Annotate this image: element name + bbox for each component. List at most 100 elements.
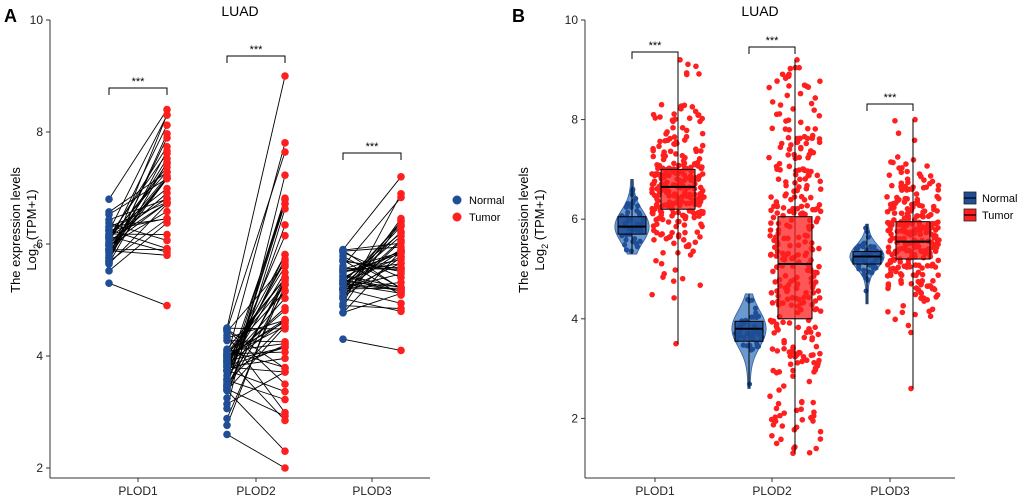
panel-a-normal-point: [105, 254, 113, 262]
panel-b-tumor-point: [770, 269, 776, 275]
panel-a-legend-key: [453, 213, 462, 222]
panel-b-normal-point: [863, 225, 868, 230]
panel-b-title: LUAD: [741, 3, 778, 19]
panel-b-tumor-point: [896, 130, 902, 136]
panel-b-tumor-point: [771, 215, 777, 221]
panel-a-tumor-point: [163, 208, 171, 216]
panel-b-tumor-point: [681, 237, 687, 243]
panel-b-tumor-point: [682, 155, 688, 161]
panel-b-tumor-point: [812, 95, 818, 101]
panel-a-pair-line: [227, 434, 285, 468]
panel-a-tumor-point: [281, 380, 289, 388]
panel-b-tumor-point: [817, 179, 823, 185]
panel-b-normal-point: [624, 247, 629, 252]
panel-b-tumor-point: [770, 99, 776, 105]
panel-a-tumor-point: [281, 277, 289, 285]
panel-b-tumor-point: [809, 101, 815, 107]
panel-a-tumor-point: [281, 258, 289, 266]
panel-a-tumor-point: [163, 168, 171, 176]
panel-b-sig-label: ***: [884, 92, 898, 104]
panel-b-tumor-point: [914, 191, 920, 197]
panel-a-x-tick-label: PLOD2: [236, 484, 276, 498]
panel-a-legend-label: Tumor: [469, 212, 501, 224]
panel-a-normal-point: [105, 223, 113, 231]
panel-b-tumor-point: [659, 261, 665, 267]
panel-a-tumor-point: [281, 288, 289, 296]
panel-a-tumor-point: [281, 323, 289, 331]
panel-b-tumor-point: [887, 172, 893, 178]
panel-b-tumor-point: [919, 278, 925, 284]
panel-a-sig-label: ***: [250, 44, 264, 56]
panel-b-normal-point: [868, 245, 873, 250]
panel-b-tumor-point: [667, 136, 673, 142]
panel-b-tumor-point: [784, 93, 790, 99]
panel-b-tumor-point: [781, 410, 787, 416]
panel-b-y-tick-label: 2: [571, 411, 578, 425]
panel-b-tumor-point: [670, 125, 676, 131]
panel-b-normal-point: [864, 288, 869, 293]
panel-a-letter: A: [4, 6, 17, 26]
panel-a-tumor-point: [281, 251, 289, 259]
panel-b-tumor-point: [928, 314, 934, 320]
panel-a-normal-point: [339, 293, 347, 301]
panel-a-normal-point: [105, 242, 113, 250]
panel-b-normal-point: [630, 187, 635, 192]
panel-b-tumor-point: [810, 418, 816, 424]
panel-a-normal-point: [105, 195, 113, 203]
panel-b-tumor-point: [785, 73, 791, 79]
panel-a-tumor-point: [397, 347, 405, 355]
panel-b-sig-label: ***: [649, 40, 663, 52]
panel-b-plot: 246810***PLOD1***PLOD2***PLOD3NormalTumo…: [565, 13, 1018, 498]
panel-a-sig-label: ***: [366, 141, 380, 153]
panel-b-tumor-point: [806, 84, 812, 90]
panel-b-tumor-point: [798, 406, 804, 412]
panel-b-tumor-point: [898, 280, 904, 286]
panel-b-tumor-point: [905, 176, 911, 182]
panel-b-tumor-point: [797, 177, 803, 183]
panel-b-tumor-point: [786, 127, 792, 133]
panel-b-tumor-point: [798, 91, 804, 97]
panel-b-tumor-point: [670, 119, 676, 125]
panel-a-tumor-point: [397, 173, 405, 181]
panel-b-tumor-point: [902, 196, 908, 202]
panel-b-tumor-point: [777, 111, 783, 117]
panel-b-tumor-point: [807, 450, 813, 456]
panel-b-tumor-point: [816, 264, 822, 270]
panel-b-tumor-point: [802, 134, 808, 140]
panel-b-tumor-point: [893, 200, 899, 206]
panel-b-tumor-point: [918, 290, 924, 296]
panel-b-tumor-point: [700, 143, 706, 149]
panel-b-tumor-point: [916, 270, 922, 276]
panel-b-tumor-point: [808, 195, 814, 201]
panel-b-tumor-point: [885, 220, 891, 226]
panel-a-tumor-point: [397, 307, 405, 315]
panel-b-tumor-point: [676, 219, 682, 225]
panel-b-tumor-point: [892, 210, 898, 216]
panel-b-tumor-point: [697, 234, 703, 240]
panel-b-tumor-point: [769, 319, 775, 325]
panel-b-tumor-point: [816, 246, 822, 252]
panel-b-tumor-point: [693, 63, 699, 69]
panel-a-tumor-point: [281, 409, 289, 417]
panel-a-tumor-point: [397, 232, 405, 240]
panel-b-tumor-point: [778, 437, 784, 443]
panel-b-tumor-point: [700, 131, 706, 137]
panel-b-ylabel: The expression levels Log2 (TPM+1): [516, 167, 550, 293]
panel-b-tumor-point: [688, 252, 694, 258]
panel-a-tumor-point: [163, 185, 171, 193]
panel-b-tumor-point: [766, 85, 772, 91]
panel-b-tumor-point: [913, 292, 919, 298]
panel-b-tumor-point: [793, 168, 799, 174]
panel-b-tumor-point: [898, 271, 904, 277]
panel-b-normal-point: [754, 315, 759, 320]
panel-b-tumor-point: [889, 252, 895, 258]
panel-b-tumor-point: [780, 319, 786, 325]
panel-a-pair-line: [109, 283, 167, 305]
panel-a-y-tick-label: 10: [30, 13, 44, 27]
panel-b-tumor-point: [935, 272, 941, 278]
panel-b-tumor-point: [803, 141, 809, 147]
panel-a-normal-point: [223, 358, 231, 366]
panel-b-tumor-point: [783, 118, 789, 124]
panel-b-tumor-point: [815, 332, 821, 338]
